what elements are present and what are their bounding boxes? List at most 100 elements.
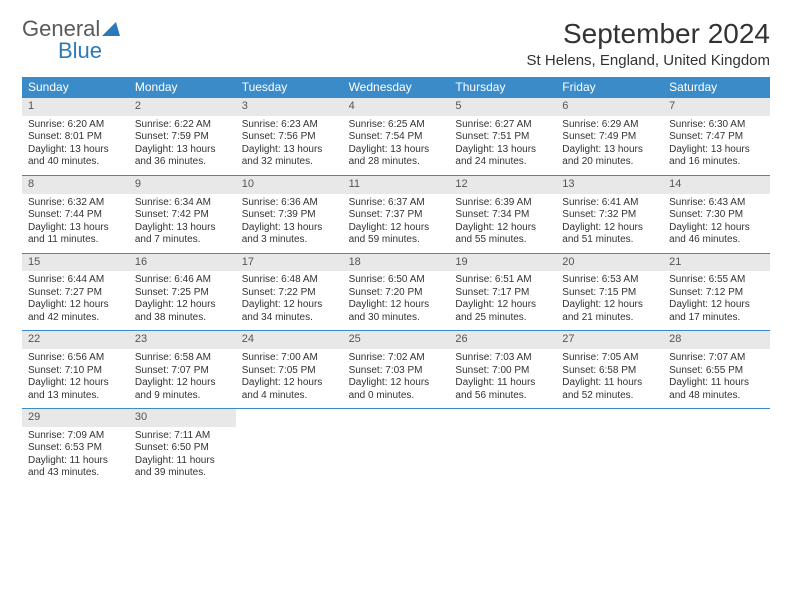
sunset-text: Sunset: 7:07 PM	[135, 365, 230, 378]
sunrise-text: Sunrise: 6:56 AM	[28, 352, 123, 365]
sunset-text: Sunset: 7:12 PM	[669, 287, 764, 300]
day-data: Sunrise: 7:05 AMSunset: 6:58 PMDaylight:…	[556, 349, 663, 408]
day-number: 12	[449, 176, 556, 194]
day-header: Sunday	[22, 77, 129, 97]
sunrise-text: Sunrise: 6:53 AM	[562, 274, 657, 287]
calendar-cell: 19Sunrise: 6:51 AMSunset: 7:17 PMDayligh…	[449, 254, 556, 331]
sunset-text: Sunset: 7:47 PM	[669, 131, 764, 144]
sunset-text: Sunset: 7:32 PM	[562, 209, 657, 222]
day-data: Sunrise: 6:48 AMSunset: 7:22 PMDaylight:…	[236, 271, 343, 330]
calendar-week: 22Sunrise: 6:56 AMSunset: 7:10 PMDayligh…	[22, 330, 770, 408]
daylight-text: Daylight: 12 hours and 0 minutes.	[349, 377, 444, 402]
logo-text: General Blue	[22, 18, 120, 62]
daylight-text: Daylight: 13 hours and 40 minutes.	[28, 144, 123, 169]
daylight-text: Daylight: 12 hours and 46 minutes.	[669, 222, 764, 247]
sunset-text: Sunset: 7:05 PM	[242, 365, 337, 378]
daylight-text: Daylight: 12 hours and 42 minutes.	[28, 299, 123, 324]
calendar-cell: 12Sunrise: 6:39 AMSunset: 7:34 PMDayligh…	[449, 176, 556, 253]
day-header: Thursday	[449, 77, 556, 97]
day-data: Sunrise: 7:09 AMSunset: 6:53 PMDaylight:…	[22, 427, 129, 486]
daylight-text: Daylight: 12 hours and 59 minutes.	[349, 222, 444, 247]
calendar-cell: 20Sunrise: 6:53 AMSunset: 7:15 PMDayligh…	[556, 254, 663, 331]
sunset-text: Sunset: 7:15 PM	[562, 287, 657, 300]
calendar-cell	[236, 409, 343, 486]
header: General Blue September 2024 St Helens, E…	[22, 18, 770, 69]
daylight-text: Daylight: 13 hours and 16 minutes.	[669, 144, 764, 169]
day-number: 19	[449, 254, 556, 272]
sunrise-text: Sunrise: 6:39 AM	[455, 197, 550, 210]
calendar-week: 29Sunrise: 7:09 AMSunset: 6:53 PMDayligh…	[22, 408, 770, 486]
day-number: 10	[236, 176, 343, 194]
sunset-text: Sunset: 7:49 PM	[562, 131, 657, 144]
day-data: Sunrise: 6:56 AMSunset: 7:10 PMDaylight:…	[22, 349, 129, 408]
sunset-text: Sunset: 7:56 PM	[242, 131, 337, 144]
daylight-text: Daylight: 13 hours and 11 minutes.	[28, 222, 123, 247]
calendar-week: 1Sunrise: 6:20 AMSunset: 8:01 PMDaylight…	[22, 97, 770, 175]
calendar-cell: 25Sunrise: 7:02 AMSunset: 7:03 PMDayligh…	[343, 331, 450, 408]
daylight-text: Daylight: 13 hours and 7 minutes.	[135, 222, 230, 247]
sunrise-text: Sunrise: 7:00 AM	[242, 352, 337, 365]
sunrise-text: Sunrise: 6:46 AM	[135, 274, 230, 287]
calendar-cell: 29Sunrise: 7:09 AMSunset: 6:53 PMDayligh…	[22, 409, 129, 486]
daylight-text: Daylight: 12 hours and 9 minutes.	[135, 377, 230, 402]
day-data: Sunrise: 6:58 AMSunset: 7:07 PMDaylight:…	[129, 349, 236, 408]
sunset-text: Sunset: 7:37 PM	[349, 209, 444, 222]
daylight-text: Daylight: 12 hours and 21 minutes.	[562, 299, 657, 324]
calendar-cell: 26Sunrise: 7:03 AMSunset: 7:00 PMDayligh…	[449, 331, 556, 408]
day-number: 15	[22, 254, 129, 272]
sunset-text: Sunset: 7:00 PM	[455, 365, 550, 378]
day-data: Sunrise: 6:41 AMSunset: 7:32 PMDaylight:…	[556, 194, 663, 253]
daylight-text: Daylight: 13 hours and 20 minutes.	[562, 144, 657, 169]
calendar-cell: 28Sunrise: 7:07 AMSunset: 6:55 PMDayligh…	[663, 331, 770, 408]
day-number: 5	[449, 98, 556, 116]
calendar-cell: 18Sunrise: 6:50 AMSunset: 7:20 PMDayligh…	[343, 254, 450, 331]
logo-text-2: Blue	[58, 38, 102, 63]
day-number: 25	[343, 331, 450, 349]
day-data: Sunrise: 6:37 AMSunset: 7:37 PMDaylight:…	[343, 194, 450, 253]
day-data: Sunrise: 6:23 AMSunset: 7:56 PMDaylight:…	[236, 116, 343, 175]
day-number: 3	[236, 98, 343, 116]
sunrise-text: Sunrise: 6:20 AM	[28, 119, 123, 132]
day-data: Sunrise: 6:46 AMSunset: 7:25 PMDaylight:…	[129, 271, 236, 330]
calendar-cell: 22Sunrise: 6:56 AMSunset: 7:10 PMDayligh…	[22, 331, 129, 408]
sunset-text: Sunset: 6:55 PM	[669, 365, 764, 378]
sunset-text: Sunset: 7:42 PM	[135, 209, 230, 222]
day-data: Sunrise: 6:39 AMSunset: 7:34 PMDaylight:…	[449, 194, 556, 253]
sunrise-text: Sunrise: 6:37 AM	[349, 197, 444, 210]
sunrise-text: Sunrise: 6:27 AM	[455, 119, 550, 132]
sunrise-text: Sunrise: 7:02 AM	[349, 352, 444, 365]
sunrise-text: Sunrise: 6:36 AM	[242, 197, 337, 210]
day-data: Sunrise: 6:29 AMSunset: 7:49 PMDaylight:…	[556, 116, 663, 175]
day-number: 14	[663, 176, 770, 194]
sunset-text: Sunset: 8:01 PM	[28, 131, 123, 144]
location: St Helens, England, United Kingdom	[527, 52, 770, 69]
sunset-text: Sunset: 7:20 PM	[349, 287, 444, 300]
daylight-text: Daylight: 13 hours and 3 minutes.	[242, 222, 337, 247]
day-header: Wednesday	[343, 77, 450, 97]
sunrise-text: Sunrise: 6:30 AM	[669, 119, 764, 132]
day-data: Sunrise: 6:22 AMSunset: 7:59 PMDaylight:…	[129, 116, 236, 175]
sunset-text: Sunset: 7:54 PM	[349, 131, 444, 144]
day-data: Sunrise: 6:50 AMSunset: 7:20 PMDaylight:…	[343, 271, 450, 330]
day-data: Sunrise: 6:20 AMSunset: 8:01 PMDaylight:…	[22, 116, 129, 175]
day-data: Sunrise: 7:03 AMSunset: 7:00 PMDaylight:…	[449, 349, 556, 408]
daylight-text: Daylight: 11 hours and 48 minutes.	[669, 377, 764, 402]
day-data: Sunrise: 6:44 AMSunset: 7:27 PMDaylight:…	[22, 271, 129, 330]
title-block: September 2024 St Helens, England, Unite…	[527, 18, 770, 69]
day-data: Sunrise: 7:02 AMSunset: 7:03 PMDaylight:…	[343, 349, 450, 408]
sunrise-text: Sunrise: 6:32 AM	[28, 197, 123, 210]
sunset-text: Sunset: 7:03 PM	[349, 365, 444, 378]
sunrise-text: Sunrise: 7:11 AM	[135, 430, 230, 443]
day-number: 17	[236, 254, 343, 272]
calendar-cell: 14Sunrise: 6:43 AMSunset: 7:30 PMDayligh…	[663, 176, 770, 253]
sunrise-text: Sunrise: 7:09 AM	[28, 430, 123, 443]
day-number: 26	[449, 331, 556, 349]
sunrise-text: Sunrise: 6:25 AM	[349, 119, 444, 132]
day-data: Sunrise: 6:32 AMSunset: 7:44 PMDaylight:…	[22, 194, 129, 253]
sunset-text: Sunset: 7:10 PM	[28, 365, 123, 378]
daylight-text: Daylight: 13 hours and 32 minutes.	[242, 144, 337, 169]
daylight-text: Daylight: 12 hours and 17 minutes.	[669, 299, 764, 324]
sunset-text: Sunset: 6:50 PM	[135, 442, 230, 455]
sunset-text: Sunset: 7:51 PM	[455, 131, 550, 144]
sunset-text: Sunset: 6:53 PM	[28, 442, 123, 455]
